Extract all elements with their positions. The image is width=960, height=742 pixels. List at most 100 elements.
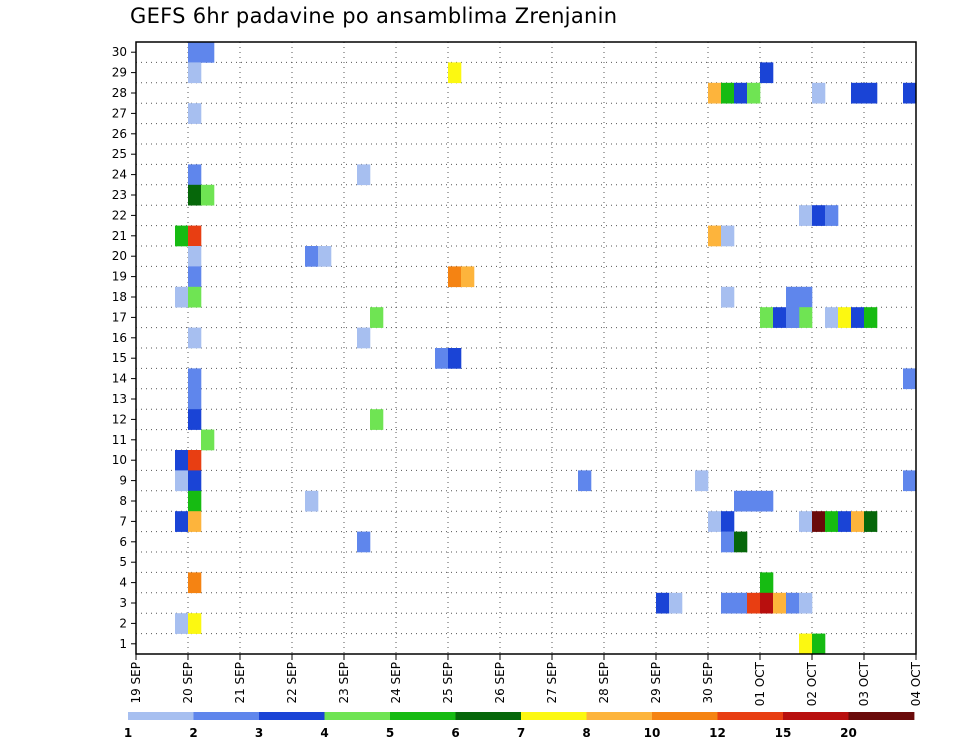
heatmap-cell [760,592,774,614]
heatmap-cell [734,490,748,512]
heatmap-cell [656,592,670,614]
heatmap-cell [188,409,202,430]
heatmap-cell [175,225,189,247]
legend-label: 6 [451,726,459,740]
heatmap-cell [708,511,722,532]
legend-label: 5 [386,726,394,740]
heatmap-cell [864,307,878,328]
heatmap-cell [188,327,202,349]
heatmap-cell [734,82,748,104]
heatmap-cell [188,368,202,390]
legend-label: 3 [255,726,263,740]
y-tick-label: 28 [112,86,127,100]
heatmap-cell [721,225,735,247]
heatmap-cell [188,572,202,594]
heatmap-cell [461,266,475,288]
heatmap-cell [175,613,189,634]
y-tick-label: 20 [112,249,127,263]
legend-label: 1 [124,726,132,740]
heatmap-cell [448,62,462,84]
x-tick-label: 27 SEP [545,662,559,704]
legend-swatch [717,712,784,720]
x-tick-label: 23 SEP [337,662,351,704]
legend-label: 2 [189,726,197,740]
heatmap-cell [760,62,774,84]
heatmap-cell [786,592,800,614]
legend-swatch [259,712,325,720]
legend-label: 8 [582,726,590,740]
heatmap-cell [188,286,202,308]
heatmap-cell [188,62,202,84]
heatmap-cell [721,592,735,614]
x-tick-label: 22 SEP [285,662,299,704]
heatmap-cell [305,490,319,512]
heatmap-cell [448,266,462,288]
x-tick-label: 03 OCT [857,661,871,706]
heatmap-cell [201,184,215,206]
y-tick-label: 26 [112,127,127,141]
heatmap-cell [812,82,826,104]
heatmap-cell [188,266,202,288]
y-tick-label: 21 [112,229,127,243]
heatmap-cell [188,388,202,410]
y-tick-label: 4 [119,576,127,590]
x-tick-label: 28 SEP [597,662,611,704]
legend-swatch [324,712,391,720]
x-tick-label: 20 SEP [181,662,195,704]
x-tick-label: 02 OCT [805,661,819,706]
heatmap-cell [812,511,826,532]
y-tick-label: 11 [112,433,127,447]
y-tick-label: 10 [112,453,127,467]
heatmap-cell [188,103,202,124]
heatmap-cell [370,307,384,328]
y-tick-label: 16 [112,331,127,345]
y-tick-label: 23 [112,188,127,202]
y-tick-label: 29 [112,66,127,80]
x-tick-label: 29 SEP [649,662,663,704]
heatmap-cell [812,205,826,226]
legend-swatch [652,712,718,720]
heatmap-cell [786,286,800,308]
y-tick-label: 27 [112,106,127,120]
legend-swatch [783,712,849,720]
y-tick-label: 30 [112,45,127,59]
heatmap-cell [370,409,384,430]
y-tick-label: 22 [112,208,127,222]
heatmap-cell [760,572,774,594]
legend-swatch [390,712,456,720]
heatmap-cell [188,470,202,492]
heatmap-cell [188,225,202,247]
heatmap-cell [734,531,748,553]
legend-swatch [128,712,194,720]
x-tick-label: 21 SEP [233,662,247,704]
y-tick-label: 17 [112,310,127,324]
heatmap-cell [760,307,774,328]
legend-label: 15 [775,726,792,740]
heatmap-cell [188,164,202,186]
heatmap-cell [188,613,202,634]
heatmap-cell [838,307,852,328]
legend-swatch [455,712,522,720]
heatmap-cell [903,82,917,104]
x-tick-label: 24 SEP [389,662,403,704]
y-tick-label: 14 [112,372,127,386]
y-tick-label: 25 [112,147,127,161]
legend-label: 7 [517,726,525,740]
heatmap-cell [721,82,735,104]
y-tick-label: 13 [112,392,127,406]
heatmap-cell [903,368,917,390]
y-tick-label: 7 [119,514,127,528]
heatmap-cell [318,246,332,267]
heatmap-cell [799,511,813,532]
y-tick-label: 15 [112,351,127,365]
heatmap-cell [578,470,592,492]
heatmap-cell [799,592,813,614]
y-tick-label: 5 [119,555,127,569]
heatmap-cell [188,450,202,471]
heatmap-cell [773,307,787,328]
heatmap-cell [838,511,852,532]
x-tick-label: 04 OCT [909,661,923,706]
heatmap-cell [201,429,215,451]
heatmap-cell [786,307,800,328]
